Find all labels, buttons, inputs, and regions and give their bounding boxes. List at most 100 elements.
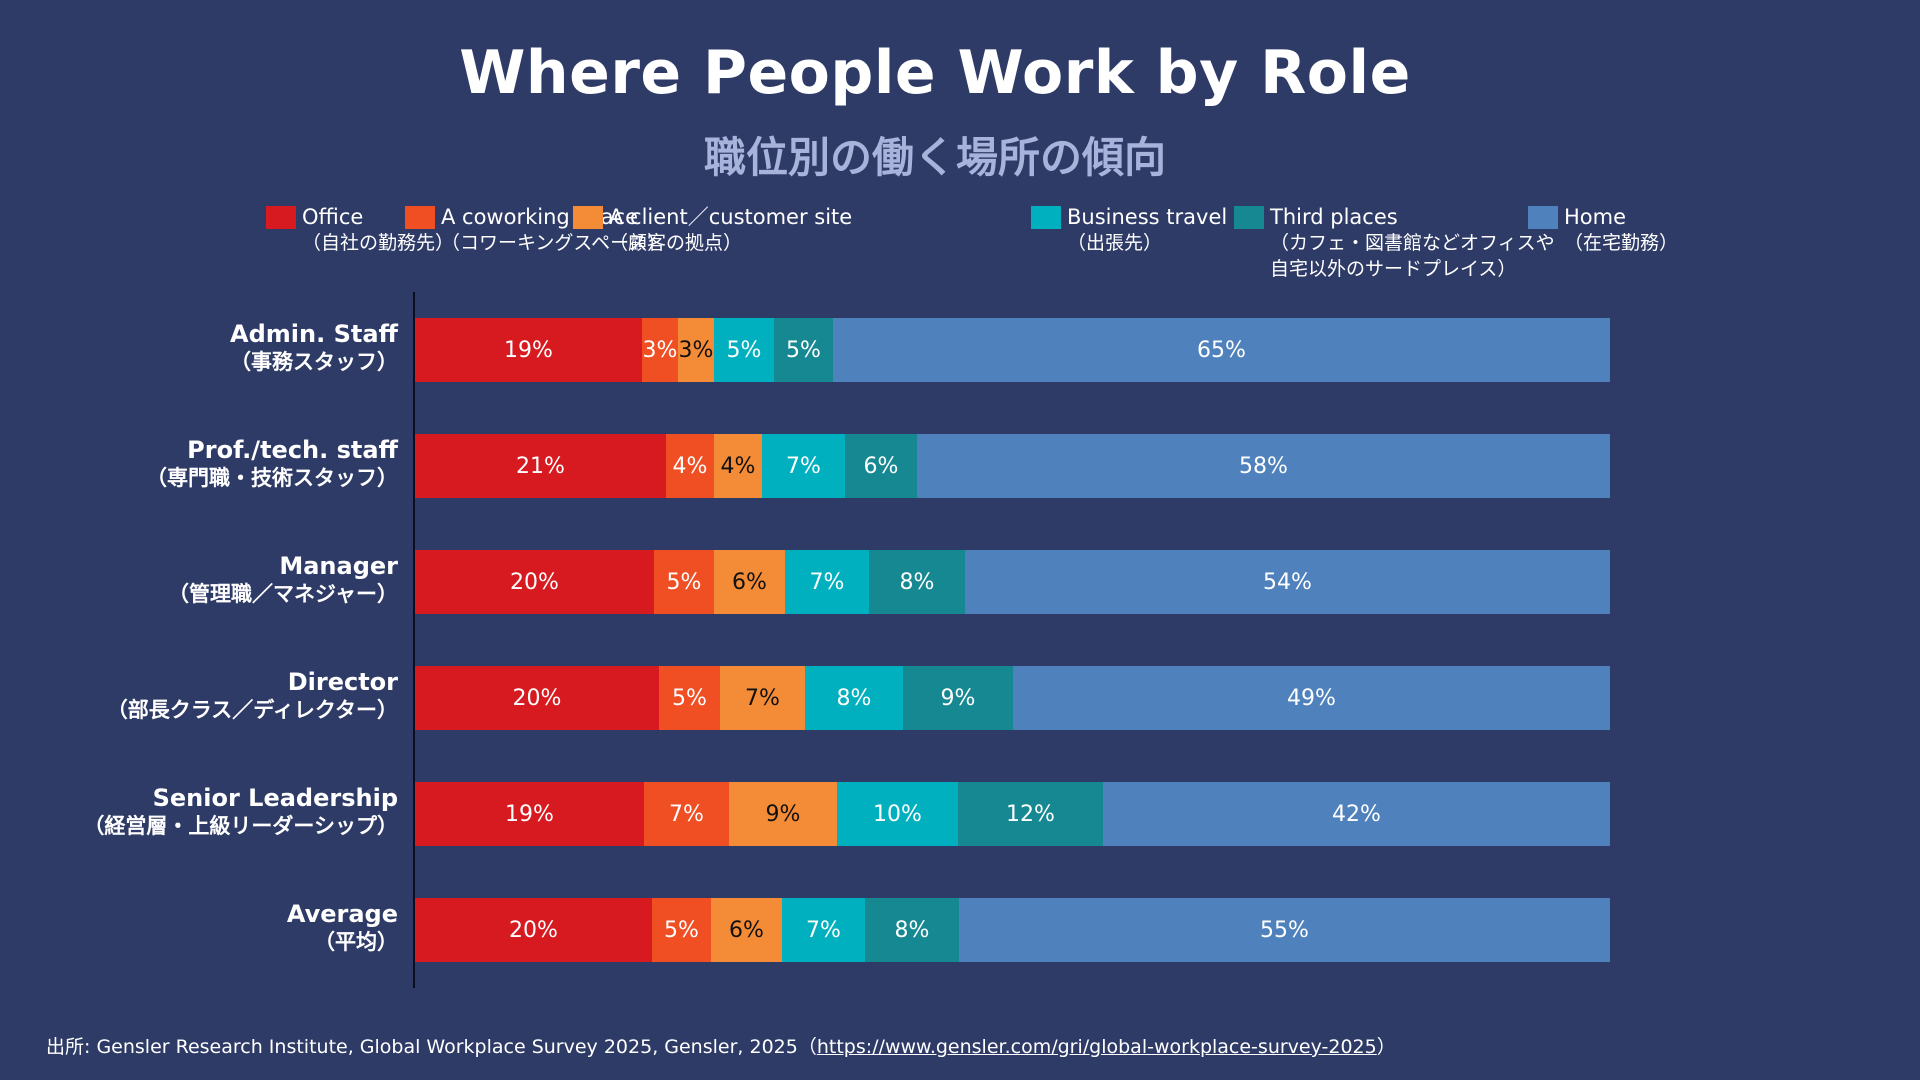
data-label: 7% bbox=[745, 685, 780, 711]
legend-swatch bbox=[1234, 206, 1264, 229]
row-label-ja: （経営層・上級リーダーシップ） bbox=[83, 814, 398, 838]
row-label: Admin. Staff （事務スタッフ） bbox=[230, 320, 398, 376]
row-label-en: Senior Leadership bbox=[152, 784, 398, 812]
data-label: 5% bbox=[666, 569, 702, 595]
bar-segment: 19% bbox=[415, 318, 642, 382]
data-label: 20% bbox=[509, 917, 558, 943]
data-label: 7% bbox=[786, 453, 821, 479]
data-label: 19% bbox=[504, 337, 553, 363]
stacked-bar: 21% 4% 4% 7% 6% 58% bbox=[415, 434, 1610, 498]
bar-segment: 5% bbox=[652, 898, 711, 962]
data-label: 6% bbox=[729, 917, 764, 943]
bar-segment: 19% bbox=[415, 782, 644, 846]
data-label: 8% bbox=[899, 569, 935, 595]
data-label: 9% bbox=[765, 801, 801, 827]
bar-segment: 20% bbox=[415, 550, 654, 614]
row-label-ja: （部長クラス／ディレクター） bbox=[106, 698, 398, 722]
data-label: 7% bbox=[806, 917, 841, 943]
bar-segment: 6% bbox=[845, 434, 917, 498]
source-link[interactable]: https://www.gensler.com/gri/global-workp… bbox=[816, 1036, 1377, 1058]
bar-segment: 7% bbox=[782, 898, 865, 962]
bar-segment: 8% bbox=[805, 666, 903, 730]
data-label: 5% bbox=[672, 685, 707, 711]
bar-segment: 42% bbox=[1103, 782, 1610, 846]
data-label: 5% bbox=[786, 337, 821, 363]
legend-label: Third places bbox=[1270, 205, 1398, 229]
row-label: Director （部長クラス／ディレクター） bbox=[107, 668, 398, 724]
bar-segment: 9% bbox=[729, 782, 837, 846]
bar-segment: 4% bbox=[666, 434, 714, 498]
bar-segment: 9% bbox=[903, 666, 1013, 730]
source-suffix: ） bbox=[1376, 1036, 1396, 1058]
data-label: 49% bbox=[1287, 685, 1336, 711]
legend-label-ja: （出張先） bbox=[1067, 232, 1163, 254]
data-label: 21% bbox=[516, 453, 565, 479]
bar-segment: 7% bbox=[762, 434, 845, 498]
bar-segment: 20% bbox=[415, 898, 652, 962]
row-label-en: Manager bbox=[279, 552, 398, 580]
legend-swatch bbox=[405, 206, 435, 229]
bar-segment: 6% bbox=[711, 898, 782, 962]
bar-segment: 8% bbox=[869, 550, 965, 614]
legend-label-ja: （在宅勤務） bbox=[1564, 232, 1679, 254]
source-text: 出所: Gensler Research Institute, Global W… bbox=[46, 1036, 817, 1058]
row-label: Manager （管理職／マネジャー） bbox=[168, 552, 398, 608]
data-label: 4% bbox=[720, 453, 756, 479]
data-label: 19% bbox=[505, 801, 554, 827]
legend-label: A client／customer site bbox=[609, 205, 853, 229]
stacked-bar: 20% 5% 6% 7% 8% 55% bbox=[415, 898, 1610, 962]
row-label: Average （平均） bbox=[287, 900, 398, 956]
bar-segment: 7% bbox=[720, 666, 805, 730]
legend-label-ja-line2: 自宅以外のサードプレイス） bbox=[1270, 258, 1517, 280]
bar-segment: 7% bbox=[644, 782, 729, 846]
row-label: Senior Leadership （経営層・上級リーダーシップ） bbox=[83, 784, 398, 840]
row-label-ja: （平均） bbox=[314, 930, 398, 954]
bar-segment: 58% bbox=[917, 434, 1610, 498]
legend-label: Business travel bbox=[1067, 205, 1228, 229]
legend-label: Home bbox=[1564, 205, 1627, 229]
data-label: 10% bbox=[873, 801, 922, 827]
row-label-ja: （管理職／マネジャー） bbox=[168, 582, 398, 606]
row-label-ja: （事務スタッフ） bbox=[230, 350, 398, 374]
data-label: 12% bbox=[1006, 801, 1055, 827]
data-label: 42% bbox=[1332, 801, 1381, 827]
legend-swatch bbox=[1528, 206, 1558, 229]
bar-segment: 8% bbox=[865, 898, 959, 962]
stacked-bar: 20% 5% 7% 8% 9% 49% bbox=[415, 666, 1610, 730]
data-label: 7% bbox=[669, 801, 704, 827]
row-label: Prof./tech. staff （専門職・技術スタッフ） bbox=[146, 436, 398, 492]
row-label-ja: （専門職・技術スタッフ） bbox=[146, 466, 398, 490]
legend-label-ja: （自社の勤務先） bbox=[302, 232, 455, 254]
bar-segment: 6% bbox=[714, 550, 785, 614]
bar-segment: 3% bbox=[642, 318, 678, 382]
data-label: 5% bbox=[726, 337, 762, 363]
data-label: 6% bbox=[863, 453, 899, 479]
bar-segment: 49% bbox=[1013, 666, 1610, 730]
row-label-en: Average bbox=[286, 900, 398, 928]
bar-segment: 5% bbox=[659, 666, 720, 730]
stacked-bar: 19% 3% 3% 5% 5% 65% bbox=[415, 318, 1610, 382]
data-label: 55% bbox=[1260, 917, 1309, 943]
chart-title: Where People Work by Role bbox=[459, 38, 1411, 108]
legend-label-ja: （カフェ・図書館などオフィスや bbox=[1270, 232, 1555, 254]
data-label: 4% bbox=[672, 453, 708, 479]
bar-segment: 5% bbox=[714, 318, 774, 382]
source-note: 出所: Gensler Research Institute, Global W… bbox=[46, 1032, 1396, 1059]
legend-swatch bbox=[1031, 206, 1061, 229]
bar-segment: 4% bbox=[714, 434, 762, 498]
legend-label: A coworking space bbox=[441, 205, 639, 229]
bar-segment: 21% bbox=[415, 434, 666, 498]
data-label: 54% bbox=[1263, 569, 1312, 595]
row-label-en: Prof./tech. staff bbox=[187, 436, 398, 464]
data-label: 6% bbox=[732, 569, 767, 595]
data-label: 65% bbox=[1197, 337, 1246, 363]
bar-segment: 5% bbox=[774, 318, 833, 382]
data-label: 7% bbox=[809, 569, 845, 595]
data-label: 20% bbox=[510, 569, 559, 595]
bar-segment: 3% bbox=[678, 318, 714, 382]
legend-swatch bbox=[266, 206, 296, 229]
bar-segment: 20% bbox=[415, 666, 659, 730]
data-label: 8% bbox=[836, 685, 872, 711]
row-label-en: Admin. Staff bbox=[230, 320, 398, 348]
bar-segment: 10% bbox=[837, 782, 958, 846]
